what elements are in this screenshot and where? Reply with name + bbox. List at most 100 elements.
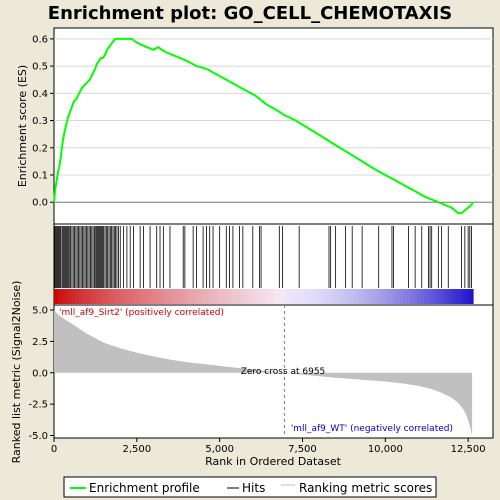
gradient-segment <box>71 289 76 304</box>
metric-ytick-label: -5.0 <box>28 431 48 442</box>
gradient-segment <box>466 289 471 304</box>
gradient-segment <box>333 289 338 304</box>
gradient-segment <box>155 289 160 304</box>
es-ytick-label: 0.6 <box>32 34 48 45</box>
gradient-segment <box>113 289 118 304</box>
gradient-segment <box>336 289 341 304</box>
gradient-segment <box>197 289 202 304</box>
gradient-segment <box>85 289 90 304</box>
gradient-segment <box>120 289 125 304</box>
gradient-segment <box>368 289 373 304</box>
gradient-segment <box>57 289 62 304</box>
gradient-segment <box>246 289 251 304</box>
gradient-segment <box>438 289 443 304</box>
gradient-segment <box>260 289 265 304</box>
gradient-segment <box>343 289 348 304</box>
gradient-segment <box>396 289 401 304</box>
gradient-segment <box>284 289 289 304</box>
gradient-segment <box>371 289 376 304</box>
gradient-segment <box>385 289 390 304</box>
gradient-segment <box>54 289 58 304</box>
gradient-segment <box>81 289 86 304</box>
gradient-segment <box>445 289 450 304</box>
gradient-segment <box>256 289 261 304</box>
gradient-segment <box>204 289 209 304</box>
x-tick-label: 0 <box>51 444 57 455</box>
gradient-segment <box>424 289 429 304</box>
gradient-segment <box>130 289 135 304</box>
x-tick-label: 12,500 <box>451 444 486 455</box>
gradient-segment <box>441 289 446 304</box>
gradient-segment <box>399 289 404 304</box>
gradient-segment <box>308 289 313 304</box>
gradient-segment <box>95 289 100 304</box>
gradient-segment <box>60 289 65 304</box>
gradient-segment <box>448 289 453 304</box>
gradient-segment <box>78 289 83 304</box>
gradient-segment <box>281 289 286 304</box>
positive-correlation-label: 'mll_af9_Sirt2' (positively correlated) <box>59 308 224 318</box>
gradient-segment <box>239 289 244 304</box>
gradient-segment <box>144 289 149 304</box>
gradient-segment <box>102 289 107 304</box>
gradient-segment <box>211 289 216 304</box>
gradient-segment <box>109 289 114 304</box>
gradient-segment <box>392 289 397 304</box>
gradient-segment <box>158 289 163 304</box>
gradient-segment <box>378 289 383 304</box>
enrichment-profile-line <box>53 37 474 215</box>
gradient-segment <box>123 289 128 304</box>
gradient-segment <box>326 289 331 304</box>
legend-box <box>63 476 437 498</box>
gradient-segment <box>329 289 334 304</box>
gradient-segment <box>165 289 170 304</box>
x-axis-label: Rank in Ordered Dataset <box>205 455 342 468</box>
metric-ytick-label: -2.5 <box>28 400 48 411</box>
gradient-segment <box>263 289 268 304</box>
gradient-segment <box>389 289 394 304</box>
es-ytick-label: 0.2 <box>32 143 48 154</box>
gradient-segment <box>420 289 425 304</box>
gradient-segment <box>151 289 156 304</box>
gradient-segment <box>434 289 439 304</box>
gradient-segment <box>267 289 272 304</box>
x-tick-label: 7,500 <box>288 444 317 455</box>
gradient-segment <box>270 289 275 304</box>
gradient-segment <box>218 289 223 304</box>
gradient-segment <box>298 289 303 304</box>
legend-label-enrichment: Enrichment profile <box>89 481 200 495</box>
gradient-segment <box>134 289 139 304</box>
gradient-segment <box>375 289 380 304</box>
gradient-segment <box>427 289 432 304</box>
zero-cross-label: Zero cross at 6955 <box>241 367 326 377</box>
metric-ytick-label: 5.0 <box>32 306 48 317</box>
gradient-segment <box>347 289 352 304</box>
gradient-segment <box>253 289 258 304</box>
gradient-segment <box>179 289 184 304</box>
gradient-segment <box>305 289 310 304</box>
gradient-segment <box>452 289 457 304</box>
gradient-segment <box>417 289 422 304</box>
metric-ytick-label: 2.5 <box>32 337 48 348</box>
gradient-segment <box>312 289 317 304</box>
es-ytick-label: 0.1 <box>32 171 48 182</box>
gradient-segment <box>141 289 146 304</box>
gradient-segment <box>354 289 359 304</box>
gradient-segment <box>455 289 460 304</box>
gradient-segment <box>249 289 254 304</box>
gradient-segment <box>350 289 355 304</box>
gradient-segment <box>382 289 387 304</box>
es-ytick-label: 0.4 <box>32 89 48 100</box>
gradient-segment <box>176 289 181 304</box>
gradient-segment <box>99 289 104 304</box>
chart-title: Enrichment plot: GO_CELL_CHEMOTAXIS <box>48 3 452 24</box>
gradient-segment <box>410 289 415 304</box>
gradient-segment <box>88 289 93 304</box>
gradient-segment <box>288 289 293 304</box>
gradient-segment <box>148 289 153 304</box>
gradient-segment <box>277 289 282 304</box>
gradient-segment <box>186 289 191 304</box>
es-panel: 0.0 0.1 0.2 0.3 0.4 0.5 0.6 Enrichment score (… <box>16 27 494 225</box>
gradient-segment <box>183 289 188 304</box>
